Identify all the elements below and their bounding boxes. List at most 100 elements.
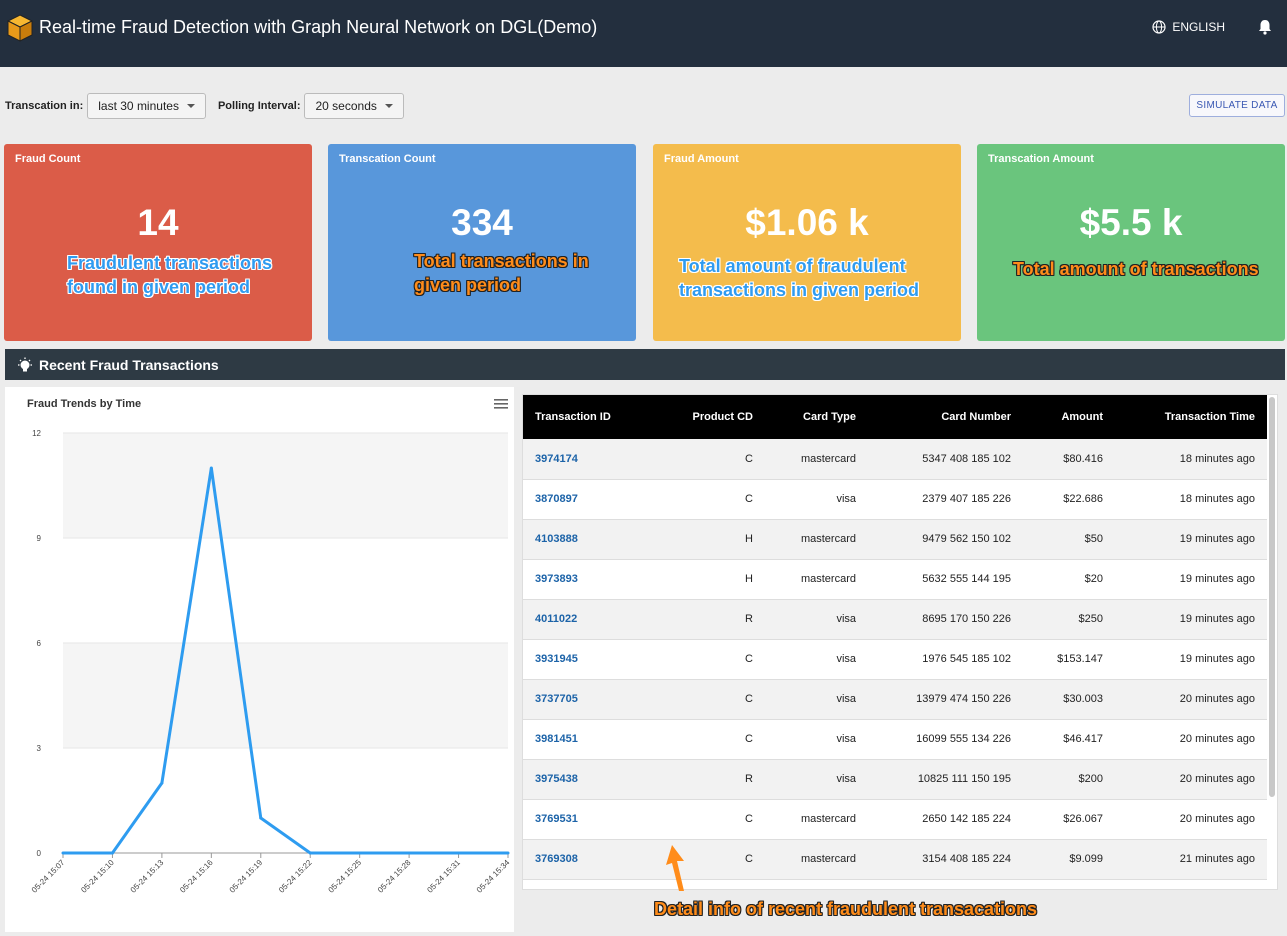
card-label: Transcation Count [339,153,436,165]
product-cd-cell: R [745,773,753,785]
x-tick-label: 05-24 15:10 [79,858,116,895]
transaction-id-cell[interactable]: 4011022 [535,613,578,625]
product-cd-cell: C [745,733,753,745]
chart-canvas: 0 3 6 9 12 05-24 15:07 05-24 15:10 05-24 15:13 0… [30,429,512,895]
transaction-id-cell[interactable]: 3931945 [535,653,578,665]
amount-cell: $30.003 [1063,693,1103,705]
fraud-transactions-table: Transaction ID Product CD Card Type Card… [522,394,1278,890]
caret-down-icon [384,104,393,108]
product-cd-cell: H [745,533,753,545]
polling-interval-select[interactable]: 20 seconds [304,93,404,119]
card-value: $5.5 k [1079,202,1183,243]
transaction-id-cell[interactable]: 3737705 [535,693,578,705]
polling-interval-label: Polling Interval: [217,100,301,112]
column-header[interactable]: Card Type [803,411,856,423]
data-point[interactable] [259,816,263,820]
card-number-cell: 13979 474 150 226 [916,693,1011,705]
transaction-id-cell[interactable]: 3870897 [535,493,578,505]
transaction-time-cell: 18 minutes ago [1179,493,1255,505]
transaction-id-cell[interactable]: 3975438 [535,773,578,785]
x-tick-label: 05-24 15:25 [327,858,364,895]
transaction-id-cell[interactable]: 3973893 [535,573,578,585]
language-label: ENGLISH [1172,20,1225,34]
grid-band [63,433,508,538]
x-tick-label: 05-24 15:07 [30,858,67,895]
data-point[interactable] [457,851,461,855]
card-label: Fraud Count [15,153,81,165]
card-type-cell: visa [836,493,856,505]
column-header[interactable]: Amount [1061,411,1103,423]
card-number-cell: 10825 111 150 195 [917,773,1011,785]
card-number-cell: 8695 170 150 226 [922,613,1011,625]
hamburger-menu-icon[interactable] [494,399,508,409]
transaction-in-value: last 30 minutes [98,99,179,113]
transaction-id-cell[interactable]: 3974174 [535,452,578,465]
bell-icon[interactable] [1258,19,1272,35]
polling-interval-value: 20 seconds [315,99,377,113]
card-number-cell: 9479 562 150 102 [922,533,1011,545]
simulate-data-button[interactable]: SIMULATE DATA [1189,94,1285,117]
data-point[interactable] [160,781,164,785]
column-header[interactable]: Transaction Time [1164,411,1255,423]
section-title: Recent Fraud Transactions [39,356,219,373]
card-type-cell: visa [836,733,856,745]
grid-band [63,643,508,748]
transaction-in-select[interactable]: last 30 minutes [87,93,206,119]
cube-logo-icon [7,14,33,42]
transaction-time-cell: 20 minutes ago [1179,813,1255,825]
transaction-in-label: Transcation in: [5,100,84,112]
product-cd-cell: H [745,573,753,585]
transaction-time-cell: 19 minutes ago [1179,533,1255,545]
amount-cell: $200 [1078,773,1103,785]
card-number-cell: 16099 555 134 226 [916,733,1011,745]
transaction-count-card: Transcation Count 334 Total transactions… [328,144,636,341]
transaction-id-cell[interactable]: 3769531 [535,813,578,825]
transaction-amount-card: Transcation Amount $5.5 k Total amount o… [977,144,1285,341]
x-tick-label: 05-24 15:19 [228,858,265,895]
chart-title: Fraud Trends by Time [27,398,142,410]
column-header[interactable]: Product CD [692,411,754,423]
column-header[interactable]: Card Number [941,411,1011,423]
product-cd-cell: C [745,493,753,505]
transaction-id-cell[interactable]: 3981451 [535,733,578,745]
data-point[interactable] [61,851,65,855]
data-point[interactable] [358,851,362,855]
annotation-arrow-icon [666,845,684,891]
language-switch[interactable]: ENGLISH [1152,20,1225,34]
table-scrollbar[interactable] [1269,397,1275,797]
card-number-cell: 5632 555 144 195 [922,573,1011,585]
x-tick-label: 05-24 15:34 [475,858,512,895]
amount-cell: $153.147 [1057,653,1103,665]
annotation-line: found in given period [67,277,250,297]
transaction-id-cell[interactable]: 3769308 [535,853,578,865]
transaction-time-cell: 20 minutes ago [1179,733,1255,745]
amount-cell: $20 [1084,573,1103,585]
x-tick-label: 05-24 15:31 [425,858,462,895]
data-point[interactable] [308,851,312,855]
product-cd-cell: C [745,853,753,865]
x-tick-label: 05-24 15:28 [376,858,413,895]
column-header[interactable]: Transaction ID [535,411,611,423]
data-point[interactable] [110,851,114,855]
app-title: Real-time Fraud Detection with Graph Neu… [39,17,598,37]
card-value: 14 [137,202,179,243]
card-number-cell: 3154 408 185 224 [922,853,1011,865]
top-bar: Real-time Fraud Detection with Graph Neu… [0,0,1287,67]
transaction-id-cell[interactable]: 4103888 [535,533,578,545]
transaction-time-cell: 19 minutes ago [1179,573,1255,585]
fraud-count-card: Fraud Count 14 Fraudulent transactions f… [4,144,312,341]
card-annotation: Total amount of fraudulent transactions … [679,254,919,302]
card-value: $1.06 k [745,202,869,243]
amount-cell: $46.417 [1063,733,1103,745]
data-point[interactable] [407,851,411,855]
data-point[interactable] [506,851,510,855]
product-cd-cell: C [745,813,753,825]
recent-fraud-section-header: Recent Fraud Transactions [5,349,1285,380]
data-point[interactable] [209,466,213,470]
amount-cell: $22.686 [1063,493,1103,505]
